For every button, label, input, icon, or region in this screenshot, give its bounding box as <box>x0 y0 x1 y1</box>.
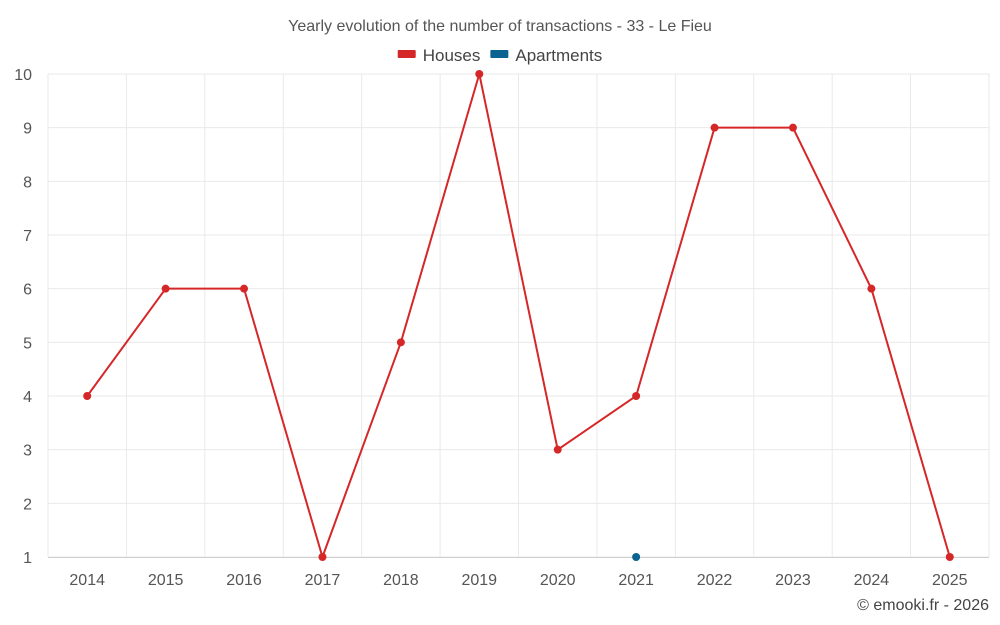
x-axis: 2014 2015 2016 2017 2018 2019 2020 2021 2022 2023… <box>48 557 989 589</box>
legend-item-apartments[interactable]: Apartments <box>490 46 602 65</box>
y-tick-label: 2 <box>23 496 32 513</box>
x-tick-label: 2016 <box>226 572 262 589</box>
y-tick-label: 8 <box>23 174 32 191</box>
credit-text: © emooki.fr - 2026 <box>857 597 989 614</box>
series-line <box>86 73 951 558</box>
data-point[interactable] <box>632 553 641 561</box>
legend-swatch <box>397 50 416 58</box>
legend-label: Apartments <box>515 46 602 65</box>
x-tick-label: 2015 <box>148 572 184 589</box>
chart-title: Yearly evolution of the number of transa… <box>288 18 712 35</box>
legend-item-houses[interactable]: Houses <box>397 46 481 65</box>
y-tick-label: 4 <box>23 389 32 406</box>
y-tick-label: 7 <box>23 228 32 245</box>
data-point[interactable] <box>945 553 954 561</box>
data-point[interactable] <box>83 392 92 400</box>
data-point[interactable] <box>396 338 405 347</box>
data-point[interactable] <box>788 123 797 132</box>
data-point[interactable] <box>161 284 170 293</box>
data-point[interactable] <box>240 284 249 293</box>
x-tick-label: 2022 <box>697 572 733 589</box>
series-layer <box>83 70 954 561</box>
data-point[interactable] <box>553 445 562 454</box>
grid <box>47 73 990 558</box>
x-tick-label: 2014 <box>69 572 105 589</box>
x-tick-label: 2023 <box>775 572 811 589</box>
legend: Houses Apartments <box>397 46 602 65</box>
y-tick-label: 1 <box>23 550 32 567</box>
data-point[interactable] <box>475 70 484 78</box>
y-tick-label: 10 <box>14 67 32 84</box>
x-tick-label: 2018 <box>383 572 419 589</box>
data-point[interactable] <box>710 123 719 132</box>
y-tick-label: 9 <box>23 121 32 138</box>
data-point[interactable] <box>867 284 876 293</box>
x-tick-label: 2019 <box>461 572 497 589</box>
legend-swatch <box>490 50 509 58</box>
y-axis: 1 2 3 4 5 6 7 8 9 10 <box>14 67 32 567</box>
data-point[interactable] <box>318 553 327 561</box>
x-tick-label: 2017 <box>305 572 341 589</box>
data-point[interactable] <box>632 392 641 400</box>
series-apartments <box>632 553 641 561</box>
legend-label: Houses <box>423 46 481 65</box>
x-tick-label: 2020 <box>540 572 576 589</box>
series-houses <box>83 70 954 561</box>
x-tick-label: 2024 <box>854 572 890 589</box>
x-tick-label: 2025 <box>932 572 968 589</box>
x-tick-label: 2021 <box>618 572 654 589</box>
y-tick-label: 6 <box>23 282 32 299</box>
y-tick-label: 5 <box>23 335 32 352</box>
y-tick-label: 3 <box>23 443 32 460</box>
